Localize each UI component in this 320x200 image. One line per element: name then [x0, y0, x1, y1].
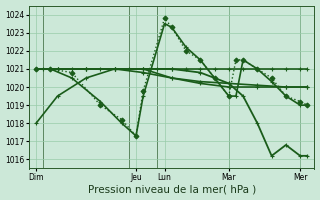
X-axis label: Pression niveau de la mer( hPa ): Pression niveau de la mer( hPa )	[88, 184, 256, 194]
